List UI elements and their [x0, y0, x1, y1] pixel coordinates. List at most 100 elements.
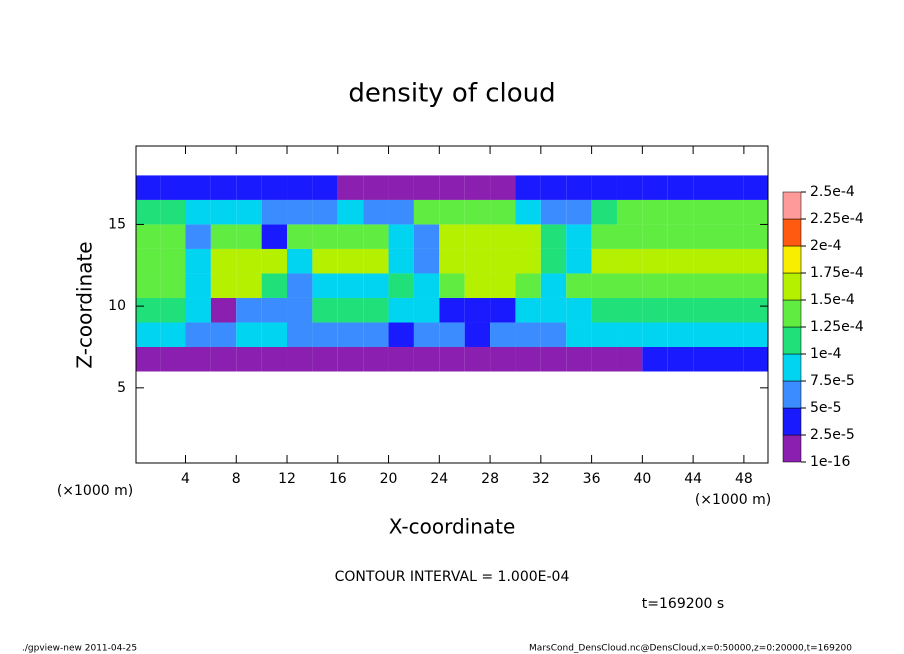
cell: [136, 346, 161, 372]
cell: [363, 322, 389, 347]
colorbar-label: 2.25e-4: [810, 211, 864, 227]
cell: [261, 199, 288, 225]
cell: [667, 248, 694, 274]
cell: [413, 248, 440, 274]
cell: [160, 273, 186, 298]
cell: [515, 175, 541, 200]
x-tick-label: 12: [278, 471, 296, 487]
cell: [363, 346, 389, 372]
cell: [160, 297, 186, 323]
colorbar-label: 1.25e-4: [810, 319, 864, 335]
cell: [185, 224, 211, 249]
colorbar-label: 1e-16: [810, 454, 850, 470]
cell: [693, 322, 719, 347]
cell: [363, 224, 389, 249]
cell: [616, 224, 643, 249]
cell: [490, 273, 516, 298]
colorbar-label: 2.5e-4: [810, 184, 855, 200]
cell: [312, 199, 338, 225]
cell: [185, 248, 211, 274]
colorbar-box: [782, 326, 802, 355]
cell: [743, 322, 768, 347]
cell: [743, 346, 768, 372]
cell: [540, 199, 567, 225]
cell: [160, 175, 186, 200]
cell: [616, 273, 643, 298]
cell: [464, 346, 491, 372]
colorbar-box: [782, 218, 802, 247]
cell: [566, 199, 592, 225]
cell: [718, 224, 744, 249]
cell: [388, 322, 414, 347]
cell: [591, 273, 617, 298]
chart-title: density of cloud: [348, 79, 555, 109]
y-tick-label: 15: [108, 216, 126, 232]
cell: [160, 224, 186, 249]
cell: [388, 273, 414, 298]
cell: [337, 322, 364, 347]
cell: [490, 322, 516, 347]
cell: [616, 346, 643, 372]
cell: [693, 199, 719, 225]
x-tick-label: 32: [532, 471, 550, 487]
cell: [515, 224, 541, 249]
cell: [363, 248, 389, 274]
cell: [439, 297, 465, 323]
cell: [718, 199, 744, 225]
x-tick-label: 28: [481, 471, 499, 487]
cell: [591, 224, 617, 249]
cell: [210, 297, 237, 323]
cell: [718, 322, 744, 347]
colorbar-label: 1.5e-4: [810, 292, 855, 308]
cell: [642, 297, 668, 323]
cell: [540, 322, 567, 347]
cell: [667, 297, 694, 323]
cell: [388, 297, 414, 323]
cell: [287, 273, 313, 298]
cell: [591, 322, 617, 347]
x-tick-label: 40: [633, 471, 651, 487]
cell: [287, 175, 313, 200]
cell: [236, 346, 262, 372]
cell: [160, 322, 186, 347]
cell: [591, 199, 617, 225]
cell: [642, 346, 668, 372]
cell: [693, 175, 719, 200]
cell: [490, 346, 516, 372]
cell: [464, 224, 491, 249]
cell: [337, 224, 364, 249]
cell: [693, 346, 719, 372]
cell: [312, 346, 338, 372]
cell: [439, 248, 465, 274]
y-units: (×1000 m): [57, 483, 133, 499]
cell: [312, 322, 338, 347]
cell: [136, 297, 161, 323]
cell: [136, 273, 161, 298]
cell: [464, 175, 491, 200]
cell: [591, 346, 617, 372]
cell: [718, 273, 744, 298]
cell: [490, 248, 516, 274]
cell: [236, 224, 262, 249]
cell: [490, 175, 516, 200]
cell: [388, 175, 414, 200]
cell: [743, 248, 768, 274]
cell: [743, 273, 768, 298]
cell: [210, 175, 237, 200]
cell: [185, 346, 211, 372]
cell: [515, 273, 541, 298]
cell: [693, 224, 719, 249]
cell: [540, 297, 567, 323]
colorbar-label: 1.75e-4: [810, 265, 864, 281]
cell: [160, 248, 186, 274]
cell: [667, 273, 694, 298]
cell: [718, 346, 744, 372]
cell: [439, 175, 465, 200]
x-tick-label: 24: [430, 471, 448, 487]
cell: [413, 199, 440, 225]
cell: [566, 248, 592, 274]
cell: [261, 175, 288, 200]
cell: [591, 175, 617, 200]
cell: [312, 248, 338, 274]
cell: [490, 199, 516, 225]
